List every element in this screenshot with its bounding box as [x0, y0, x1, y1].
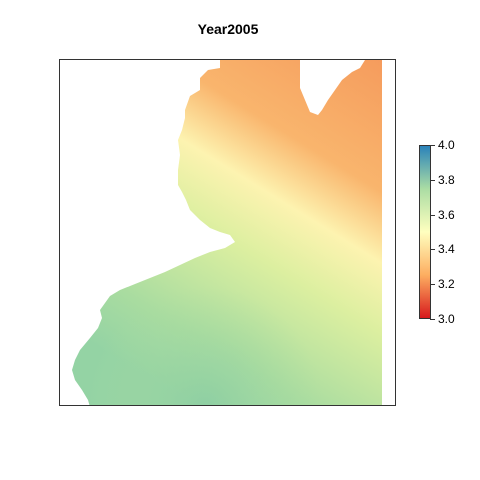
colorbar-tick — [430, 180, 435, 181]
colorbar-tick-label: 3.2 — [438, 277, 455, 291]
colorbar-tick-label: 4.0 — [438, 138, 455, 152]
colorbar-tick — [430, 215, 435, 216]
colorbar-tick-label: 3.8 — [438, 173, 455, 187]
northeast-land — [300, 60, 365, 115]
colorbar-tick — [430, 249, 435, 250]
colorbar-tick — [430, 284, 435, 285]
colorbar — [419, 145, 431, 319]
color-legend: 3.0 3.2 3.4 3.6 3.8 4.0 — [419, 139, 479, 326]
east-land-strip — [382, 60, 395, 405]
colorbar-tick — [430, 319, 435, 320]
map-title: Year2005 — [197, 21, 259, 37]
land-mask — [60, 60, 235, 405]
colorbar-tick-label: 3.6 — [438, 208, 455, 222]
raster-map — [60, 60, 395, 405]
colorbar-tick-label: 3.0 — [438, 312, 455, 326]
colorbar-tick-label: 3.4 — [438, 242, 455, 256]
colorbar-tick — [430, 145, 435, 146]
map-panel — [59, 59, 396, 406]
